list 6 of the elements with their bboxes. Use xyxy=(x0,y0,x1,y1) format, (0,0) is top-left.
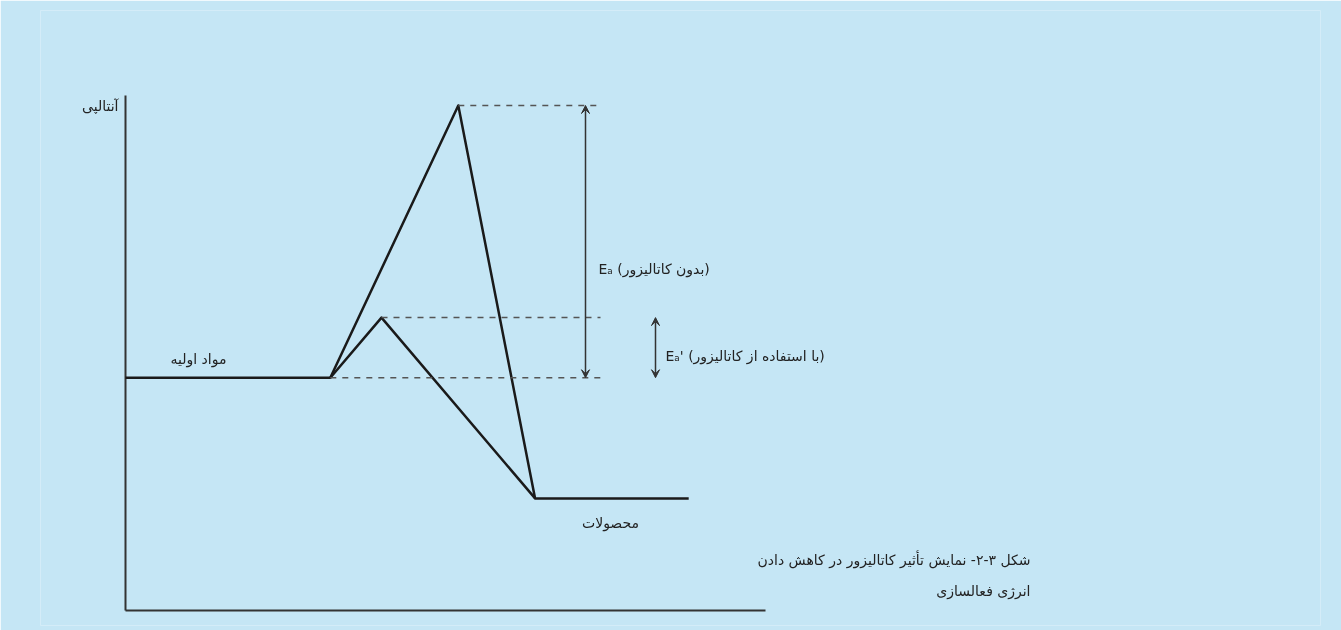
annotation: Eₐ (بدون کاتالیزور) xyxy=(598,260,710,278)
annotation: مواد اولیه xyxy=(170,350,227,368)
annotation: Eₐ' (با استفاده از کاتالیزور) xyxy=(665,347,825,365)
y-axis-title: آنتالپی xyxy=(82,97,120,115)
annotation: محصولات xyxy=(581,514,640,532)
annotation: شکل ۳-۲- نمایش تأثیر کاتالیزور در کاهش دادن انرژی فعالسازی xyxy=(757,550,1031,600)
